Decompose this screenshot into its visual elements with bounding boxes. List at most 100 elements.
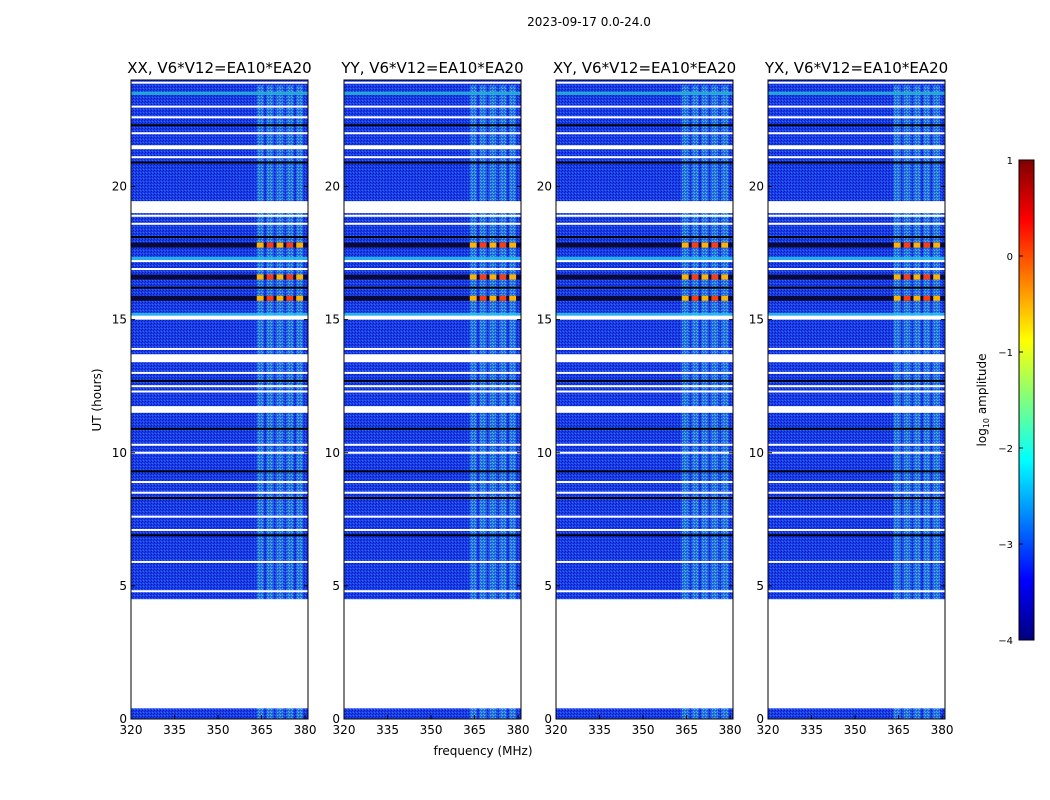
colorbar-tick-label: 0 (1007, 252, 1013, 263)
data-gap (768, 406, 945, 413)
flagged-row (344, 481, 521, 484)
high-amp-cell (903, 242, 911, 248)
panel-title: XX, V6*V12=EA10*EA20 (127, 59, 311, 77)
rfi-column (903, 85, 911, 719)
high-amp-row (556, 242, 733, 248)
y-tick-label: 0 (544, 712, 552, 726)
flagged-row (556, 236, 733, 239)
flagged-row (768, 156, 945, 159)
flagged-row (344, 222, 521, 225)
flagged-row (344, 236, 521, 239)
panel-frame (343, 79, 522, 720)
high-amp-row (768, 295, 945, 301)
high-amp-cell (499, 295, 507, 301)
high-amp-cell (721, 274, 729, 280)
high-amp-cell (499, 242, 507, 248)
high-amp-row (768, 274, 945, 280)
high-amp-cell (691, 274, 699, 280)
flagged-row (556, 385, 733, 388)
high-amp-cell (489, 295, 497, 301)
panel-xx: XX, V6*V12=EA10*EA20 320 335 350 365 380 0 5 10 1… (112, 59, 317, 737)
flagged-row (131, 286, 308, 289)
flagged-row (344, 105, 521, 108)
data-gap (556, 315, 733, 320)
high-amp-cell (489, 242, 497, 248)
flagged-row (556, 222, 733, 225)
x-tick-label: 350 (632, 723, 655, 737)
flagged-row (556, 81, 733, 84)
high-amp-cell (933, 274, 941, 280)
flagged-row (556, 214, 733, 217)
high-amp-cell (933, 242, 941, 248)
flagged-row (344, 124, 521, 127)
colorbar-tick-label: −2 (998, 444, 1013, 455)
high-amp-row (768, 242, 945, 248)
flagged-row (131, 260, 308, 263)
flagged-row (344, 470, 521, 473)
x-tick-label: 380 (507, 723, 530, 737)
y-tick-label: 10 (537, 446, 552, 460)
high-amp-cell (701, 242, 709, 248)
flagged-row (344, 347, 521, 350)
y-tick-label: 0 (119, 712, 127, 726)
flagged-row (556, 132, 733, 135)
flagged-row (556, 451, 733, 454)
high-amp-cell (509, 274, 517, 280)
rfi-band (256, 85, 304, 719)
y-tick-label: 0 (756, 712, 764, 726)
flagged-row (131, 236, 308, 239)
flagged-row (131, 481, 308, 484)
colorbar-label: log10 amplitude (975, 354, 991, 447)
data-gap (344, 315, 521, 320)
flagged-row (131, 443, 308, 446)
y-tick-label: 5 (756, 579, 764, 593)
flagged-row (556, 560, 733, 563)
rfi-column (681, 85, 689, 719)
x-tick-label: 380 (294, 723, 317, 737)
high-amp-row (131, 242, 308, 248)
high-amp-cell (701, 295, 709, 301)
flagged-row (768, 347, 945, 350)
high-amp-cell (266, 295, 274, 301)
data-gap (556, 599, 733, 709)
high-amp-cell (256, 242, 264, 248)
high-amp-row (556, 295, 733, 301)
flagged-row (556, 105, 733, 108)
flagged-row (768, 497, 945, 500)
data-gap (556, 145, 733, 150)
flagged-row (344, 451, 521, 454)
flagged-row (131, 590, 308, 593)
flagged-row (556, 156, 733, 159)
data-gap (768, 354, 945, 363)
flagged-row (556, 379, 733, 382)
flagged-row (768, 161, 945, 164)
flagged-row (768, 534, 945, 537)
data-gap (344, 599, 521, 709)
flagged-row (131, 528, 308, 531)
flagged-row (768, 590, 945, 593)
flagged-row (344, 156, 521, 159)
high-amp-cell (691, 295, 699, 301)
flagged-row (768, 451, 945, 454)
flagged-row (344, 286, 521, 289)
baseline-row (768, 91, 945, 95)
data-gap (344, 354, 521, 363)
flagged-row (556, 161, 733, 164)
flagged-row (768, 116, 945, 119)
flagged-row (344, 590, 521, 593)
flagged-row (131, 491, 308, 494)
flagged-row (768, 528, 945, 531)
x-tick-label: 365 (887, 723, 910, 737)
x-tick-label: 365 (463, 723, 486, 737)
x-tick-label: 380 (719, 723, 742, 737)
high-amp-cell (711, 295, 719, 301)
flagged-row (131, 214, 308, 217)
flagged-row (556, 534, 733, 537)
y-tick-label: 20 (325, 180, 340, 194)
flagged-row (344, 214, 521, 217)
high-amp-cell (296, 242, 304, 248)
high-amp-cell (913, 295, 921, 301)
flagged-row (131, 105, 308, 108)
high-amp-cell (286, 295, 294, 301)
flagged-row (768, 132, 945, 135)
